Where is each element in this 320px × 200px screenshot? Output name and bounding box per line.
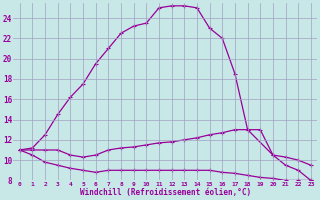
X-axis label: Windchill (Refroidissement éolien,°C): Windchill (Refroidissement éolien,°C) [80,188,251,197]
